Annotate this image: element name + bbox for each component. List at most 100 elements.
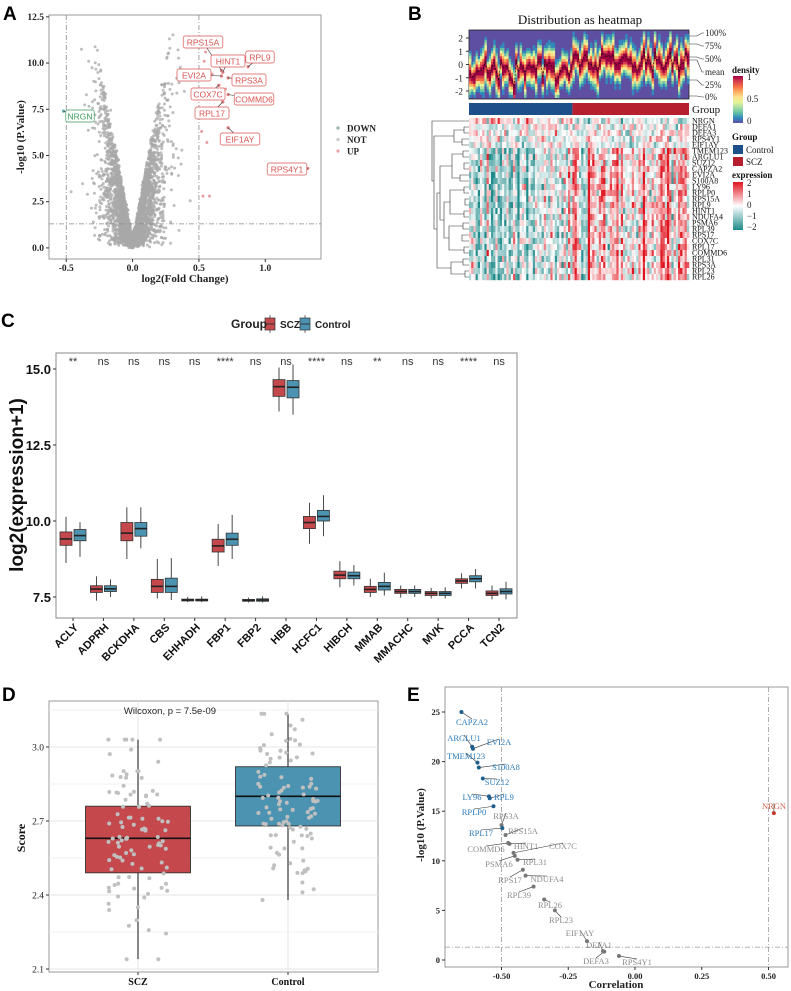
volcano-point xyxy=(171,33,175,37)
density-cell xyxy=(673,53,677,57)
density-cell xyxy=(486,75,490,79)
density-cell xyxy=(508,78,512,82)
volcano-point xyxy=(155,147,159,151)
density-cell xyxy=(537,81,540,85)
density-cell xyxy=(477,72,481,76)
density-cell xyxy=(499,45,503,49)
density-cell xyxy=(616,72,619,76)
volcano-point xyxy=(80,47,83,51)
density-cell xyxy=(651,64,655,68)
volcano-point xyxy=(168,87,172,91)
density-cell xyxy=(649,45,652,49)
volcano-point xyxy=(141,205,145,209)
density-cell xyxy=(590,53,593,57)
density-cell xyxy=(528,75,531,79)
legend-label: NOT xyxy=(347,135,367,145)
density-cell xyxy=(471,81,474,85)
density-cell xyxy=(477,89,481,93)
density-cell xyxy=(605,78,608,82)
density-cell xyxy=(594,81,597,85)
density-cell xyxy=(680,50,683,54)
density-cell xyxy=(550,89,553,93)
density-cell xyxy=(517,53,520,57)
density-cell xyxy=(601,42,604,46)
volcano-point xyxy=(104,208,108,212)
density-cell xyxy=(634,86,637,90)
density-cell xyxy=(565,58,569,63)
volcano-point xyxy=(101,121,105,125)
density-cell xyxy=(605,45,608,49)
density-cell xyxy=(625,61,628,65)
density-cell xyxy=(539,70,542,74)
volcano-point xyxy=(103,106,107,109)
density-cell xyxy=(548,78,551,82)
density-cell xyxy=(473,89,476,93)
density-cell xyxy=(636,75,639,79)
density-cell xyxy=(678,92,681,96)
density-cell xyxy=(515,56,518,60)
volcano-point xyxy=(182,89,186,93)
density-cell xyxy=(647,42,650,46)
density-cell xyxy=(576,42,580,46)
volcano-point xyxy=(115,184,119,188)
density-cell xyxy=(576,72,580,76)
density-cell xyxy=(530,83,534,87)
density-cell xyxy=(649,50,652,54)
density-cell xyxy=(607,47,611,51)
density-cell xyxy=(680,42,683,46)
density-cell xyxy=(642,75,646,79)
density-cell xyxy=(680,72,683,76)
density-cell xyxy=(669,75,672,79)
density-cell xyxy=(596,78,600,82)
density-cell xyxy=(499,70,503,74)
density-cell xyxy=(491,75,494,79)
density-cell xyxy=(583,47,586,51)
density-cell xyxy=(590,70,593,74)
volcano-point xyxy=(98,216,101,220)
density-cell xyxy=(480,89,483,93)
density-cell xyxy=(612,72,615,76)
density-cell xyxy=(634,75,637,79)
heatmap-cell xyxy=(521,118,525,125)
density-cell xyxy=(616,61,619,65)
volcano-point xyxy=(92,181,95,185)
density-cell xyxy=(660,67,663,71)
density-cell xyxy=(568,64,571,68)
density-cell xyxy=(649,78,652,82)
volcano-point xyxy=(139,211,143,215)
density-cell xyxy=(519,58,523,63)
density-cell xyxy=(618,39,622,43)
density-cell xyxy=(583,64,586,68)
density-cell xyxy=(543,78,547,82)
density-cell xyxy=(675,78,679,82)
density-cell xyxy=(612,50,615,54)
volcano-point xyxy=(106,109,110,113)
volcano-point xyxy=(109,171,113,175)
volcano-point xyxy=(162,187,166,191)
density-cell xyxy=(583,42,586,46)
density-cell xyxy=(508,86,512,90)
density-cell xyxy=(482,92,485,96)
density-cell xyxy=(502,83,505,87)
volcano-point xyxy=(107,224,111,228)
panel-label-b: B xyxy=(408,4,422,25)
volcano-point xyxy=(171,144,175,148)
volcano-point xyxy=(91,106,95,110)
density-cell xyxy=(581,50,584,54)
heatmap-cell xyxy=(488,118,492,125)
density-cell xyxy=(497,83,501,87)
density-cell xyxy=(660,78,663,82)
density-cell xyxy=(502,89,505,93)
density-cell xyxy=(557,67,560,71)
density-cell xyxy=(552,50,556,54)
density-cell xyxy=(645,50,648,54)
density-cell xyxy=(594,42,597,46)
volcano-point xyxy=(90,177,94,180)
density-cell xyxy=(662,61,666,65)
density-cell xyxy=(515,42,518,46)
density-cell xyxy=(682,42,685,46)
density-cell xyxy=(592,56,595,60)
heatmap-cell xyxy=(502,118,505,125)
density-cell xyxy=(598,67,602,71)
density-cell xyxy=(669,61,672,65)
